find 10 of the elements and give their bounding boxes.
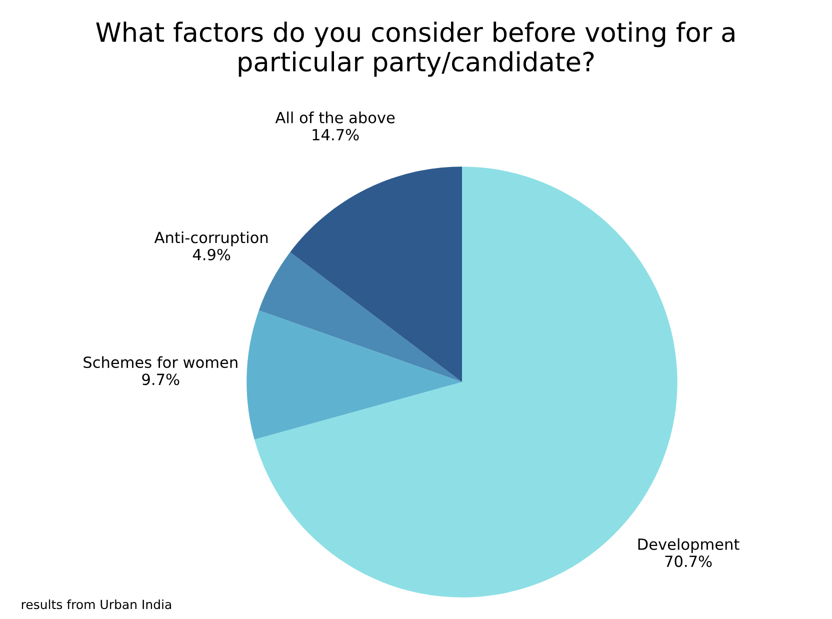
slice-label: Schemes for women <box>84 356 238 368</box>
slice-label: Anti-corruption <box>154 231 268 246</box>
data-label: 4.9% <box>192 248 230 260</box>
slice-label: All of the above <box>275 112 395 124</box>
data-label: 9.7% <box>142 374 180 386</box>
chart-title: What factors do you consider before voting for a particular party/candidate? <box>96 22 734 77</box>
text: results from Urban India <box>22 599 172 610</box>
slice-label: Development <box>638 538 740 553</box>
data-label: 70.7% <box>665 556 712 568</box>
data-label: 14.7% <box>312 128 359 140</box>
